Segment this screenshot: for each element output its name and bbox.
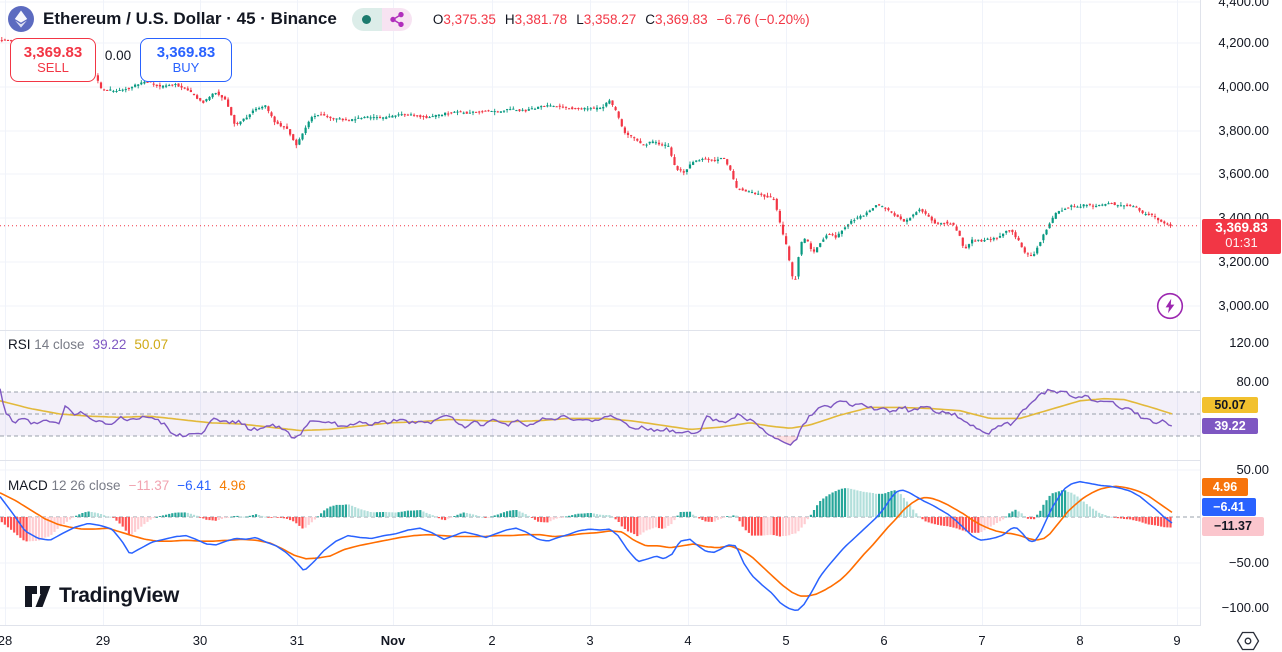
macd-line-value: −6.41 [177, 478, 212, 493]
time-axis-label: Nov [380, 633, 406, 648]
macd-title: MACD [8, 478, 48, 493]
buy-label: BUY [172, 60, 200, 76]
tradingview-glyph-icon [25, 585, 51, 607]
rsi-title: RSI [8, 337, 31, 352]
last-price-badge: 3,369.83 01:31 [1202, 219, 1281, 254]
symbol-header: Ethereum / U.S. Dollar · 45 · Binance O3… [8, 5, 810, 33]
buy-button[interactable]: 3,369.83 BUY [140, 38, 232, 82]
spread-value: 0.00 [104, 48, 132, 63]
time-axis-label: 29 [95, 633, 111, 648]
indicator-toggle-pill[interactable] [351, 7, 412, 31]
rsi-panel-chart[interactable] [0, 331, 1200, 460]
macd-params: 12 26 close [51, 478, 121, 493]
bar-countdown: 01:31 [1225, 235, 1258, 250]
rsi-ma-value: 50.07 [134, 337, 169, 352]
macd-signal-value: 4.96 [219, 478, 246, 493]
rsi-value-badge: 39.22 [1202, 418, 1258, 434]
macd-line-badge: −6.41 [1202, 498, 1256, 516]
rsi-params: 14 close [34, 337, 85, 352]
price-axis[interactable]: 4,400.00 4,200.00 4,000.00 3,800.00 3,600.00… [1200, 0, 1282, 652]
time-axis-label: 9 [1173, 633, 1181, 648]
macd-hist-badge: −11.37 [1202, 517, 1264, 536]
price-axis-label: 3,200.00 [1218, 254, 1269, 269]
macd-panel-chart[interactable] [0, 461, 1200, 625]
visibility-dot-icon[interactable] [351, 7, 382, 31]
price-axis-label: 3,800.00 [1218, 123, 1269, 138]
price-axis-label: −100.00 [1221, 600, 1269, 615]
price-axis-label: 80.00 [1236, 374, 1269, 389]
time-axis-label: 7 [978, 633, 986, 648]
sell-button[interactable]: 3,369.83 SELL [10, 38, 96, 82]
main-price-chart[interactable] [0, 0, 1200, 330]
price-axis-label: 50.00 [1236, 462, 1269, 477]
time-axis-label: 5 [782, 633, 790, 648]
time-axis-label: 3 [586, 633, 594, 648]
timezone-badge-icon[interactable] [1236, 631, 1260, 651]
tradingview-logo[interactable]: TradingView [24, 584, 179, 608]
panel-separator[interactable] [0, 460, 1282, 461]
price-axis-label: 3,600.00 [1218, 166, 1269, 181]
time-axis-label: 2 [488, 633, 496, 648]
time-axis-label: 30 [192, 633, 208, 648]
time-axis-label: 6 [880, 633, 888, 648]
macd-signal-badge: 4.96 [1202, 478, 1248, 496]
buy-price: 3,369.83 [156, 43, 216, 61]
rsi-ma-badge: 50.07 [1202, 397, 1258, 413]
macd-indicator-header[interactable]: MACD 12 26 close −11.37 −6.41 4.96 [8, 478, 246, 493]
time-axis-label: 28 [0, 633, 13, 648]
ethereum-icon [8, 6, 34, 32]
tradingview-wordmark: TradingView [59, 584, 180, 607]
price-axis-label: 120.00 [1229, 335, 1269, 350]
price-axis-label: 4,400.00 [1218, 0, 1269, 9]
rsi-indicator-header[interactable]: RSI 14 close 39.22 50.07 [8, 337, 168, 352]
macd-hist-value: −11.37 [128, 478, 170, 493]
change-readout: −6.76 (−0.20%) [716, 11, 810, 27]
price-axis-label: −50.00 [1228, 555, 1269, 570]
sell-label: SELL [37, 60, 69, 76]
price-axis-label: 3,000.00 [1218, 298, 1269, 313]
panel-separator[interactable] [0, 330, 1282, 331]
time-axis[interactable]: 28 29 30 31 Nov 2 3 4 5 6 7 8 9 [0, 626, 1282, 652]
ohlc-readout: O3,375.35 H3,381.78 L3,358.27 C3,369.83 … [432, 11, 810, 27]
price-axis-label: 4,200.00 [1218, 35, 1269, 50]
time-axis-label: 8 [1076, 633, 1084, 648]
symbol-title[interactable]: Ethereum / U.S. Dollar · 45 · Binance [43, 9, 337, 28]
time-axis-label: 4 [684, 633, 692, 648]
instant-trading-icon[interactable] [1156, 292, 1184, 320]
rsi-value: 39.22 [92, 337, 127, 352]
time-axis-label: 31 [289, 633, 305, 648]
panel-separator [0, 625, 1282, 626]
price-axis-label: 4,000.00 [1218, 79, 1269, 94]
sell-price: 3,369.83 [23, 43, 83, 61]
share-icon[interactable] [381, 7, 412, 31]
